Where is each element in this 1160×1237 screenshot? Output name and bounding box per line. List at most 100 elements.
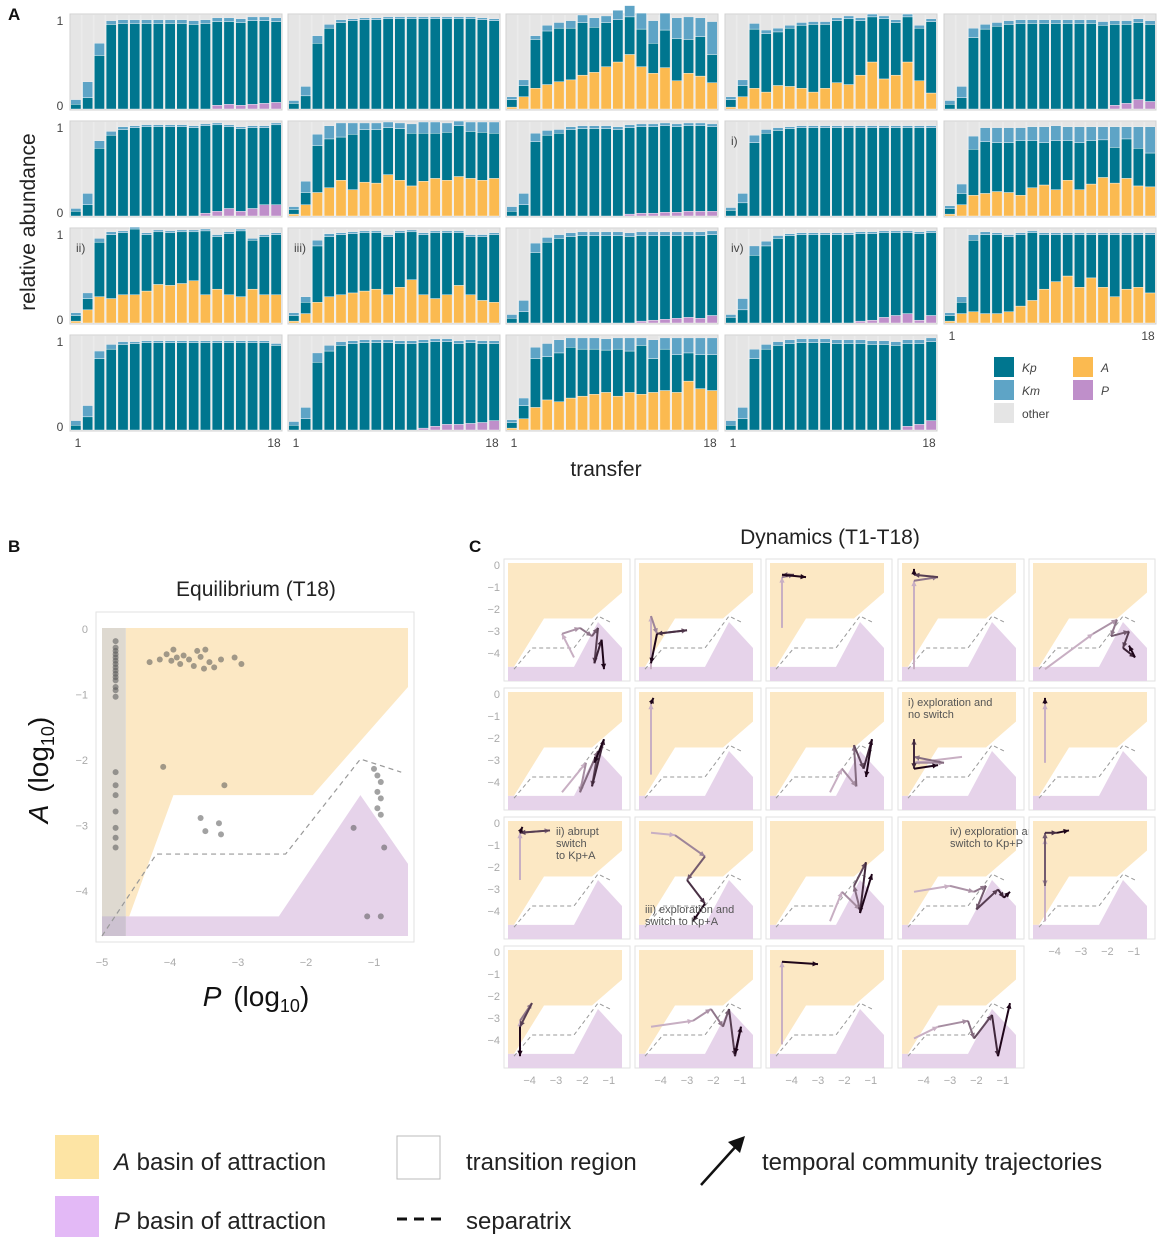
bar-segment-km: [129, 341, 141, 344]
bar-segment-km: [659, 231, 671, 236]
bar-segment-kp: [600, 235, 612, 324]
trajectory-arrowhead: [648, 697, 654, 704]
bar-segment-a: [394, 287, 406, 324]
bar-segment-kp: [796, 127, 807, 217]
bar-segment-other: [1003, 229, 1014, 235]
bar-segment-other: [612, 229, 623, 232]
bar-segment-a: [1050, 189, 1062, 217]
bar-segment-km: [541, 25, 553, 32]
bar-segment-kp: [441, 18, 453, 110]
trajectory-arrowhead: [779, 577, 785, 583]
bar-segment-other: [371, 15, 382, 18]
bar-segment-a: [671, 392, 683, 431]
bar-segment-other: [902, 122, 913, 126]
bar-segment-kp: [600, 128, 612, 217]
bar-segment-kp: [659, 235, 671, 320]
trajectory-arrowhead: [517, 832, 523, 839]
bar-segment-other: [808, 122, 819, 126]
bar-segment-km: [335, 122, 347, 138]
bar-segment-kp: [1003, 24, 1015, 110]
a-basin-region: [508, 821, 622, 925]
ytick-bottom: 0: [57, 99, 64, 113]
bar-segment-other: [683, 122, 694, 123]
bar-segment-other: [453, 336, 464, 341]
bar-segment-km: [359, 122, 370, 130]
bar-segment-km: [796, 338, 807, 343]
bar-segment-kp: [612, 129, 624, 217]
legend-swatch-other: [994, 403, 1014, 423]
bar-segment-a: [991, 313, 1003, 324]
bar-segment-other: [518, 122, 529, 194]
bar-segment-a: [589, 72, 600, 110]
bar-segment-kp: [784, 343, 796, 431]
bar-segment-other: [914, 15, 925, 26]
bar-segment-other: [165, 336, 176, 341]
bar-segment-p: [647, 319, 659, 324]
xtick-last: 18: [267, 436, 281, 450]
equilibrium-point: [238, 661, 245, 668]
bar-segment-km: [831, 232, 843, 235]
bar-segment-km: [808, 21, 819, 25]
bar-segment-kp: [477, 132, 488, 181]
annotation-text: to Kp+A: [556, 850, 596, 862]
bar-segment-km: [1133, 232, 1144, 235]
dynamics-panel: 0−1−2−3−4−4 −3 −2 −1: [487, 945, 631, 1087]
bar-segment-other: [465, 336, 476, 340]
bar-segment-km: [683, 337, 694, 354]
bar-segment-a: [164, 285, 176, 324]
bar-segment-other: [530, 15, 541, 36]
bar-segment-kp: [153, 342, 164, 431]
bar-segment-kp: [506, 422, 518, 429]
trajectory-arrowhead: [914, 572, 920, 578]
bar-segment-kp: [577, 348, 588, 397]
bar-segment-km: [235, 340, 247, 343]
bar-segment-kp: [506, 211, 518, 217]
bar-segment-a: [914, 80, 925, 110]
bar-segment-kp: [82, 97, 93, 110]
bar-segment-other: [312, 229, 323, 241]
legend-swatch-a: [1073, 357, 1093, 377]
bar-segment-km: [760, 129, 772, 134]
bar-segment-km: [1027, 19, 1038, 24]
bar-segment-a: [506, 106, 518, 110]
bar-segment-km: [796, 22, 807, 26]
bar-segment-kp: [347, 134, 359, 190]
bar-panel-bg: [724, 13, 938, 111]
bar-segment-kp: [956, 302, 967, 314]
bar-segment-km: [956, 296, 967, 303]
p-basin-region: [125, 795, 409, 936]
bar-segment-other: [820, 336, 831, 339]
bar-segment-km: [683, 122, 694, 126]
bar-segment-other: [117, 336, 129, 342]
bar-segment-km: [979, 231, 991, 235]
bar-segment-p: [465, 423, 476, 431]
bar-segment-km: [749, 134, 760, 143]
bar-segment-other: [406, 229, 417, 230]
ytick-top: 1: [57, 228, 64, 242]
bar-segment-other: [223, 122, 235, 125]
bar-segment-kp: [819, 342, 831, 431]
bar-segment-kp: [706, 234, 718, 316]
bar-segment-other: [300, 336, 311, 408]
p-basin-region: [902, 622, 1016, 681]
a-basin-region: [902, 821, 1016, 925]
separatrix-label: separatrix: [466, 1208, 571, 1235]
bar-segment-other: [489, 336, 500, 341]
bar-panel-bg: [724, 227, 938, 325]
bar-panel: 1 18: [287, 334, 501, 450]
bar-segment-a: [944, 320, 956, 324]
bar-panel: 10: [57, 13, 283, 113]
bar-segment-kp: [600, 22, 612, 67]
separatrix-line: [644, 873, 742, 928]
bar-segment-kp: [577, 128, 588, 217]
bar-segment-kp: [683, 352, 694, 382]
bar-segment-km: [530, 133, 541, 142]
bar-segment-km: [647, 123, 659, 127]
bar-segment-kp: [843, 127, 854, 217]
bar-segment-kp: [382, 342, 394, 431]
bar-segment-kp: [300, 192, 311, 205]
bar-segment-p: [695, 211, 706, 217]
bar-segment-a: [518, 418, 529, 431]
bar-segment-other: [247, 336, 258, 341]
